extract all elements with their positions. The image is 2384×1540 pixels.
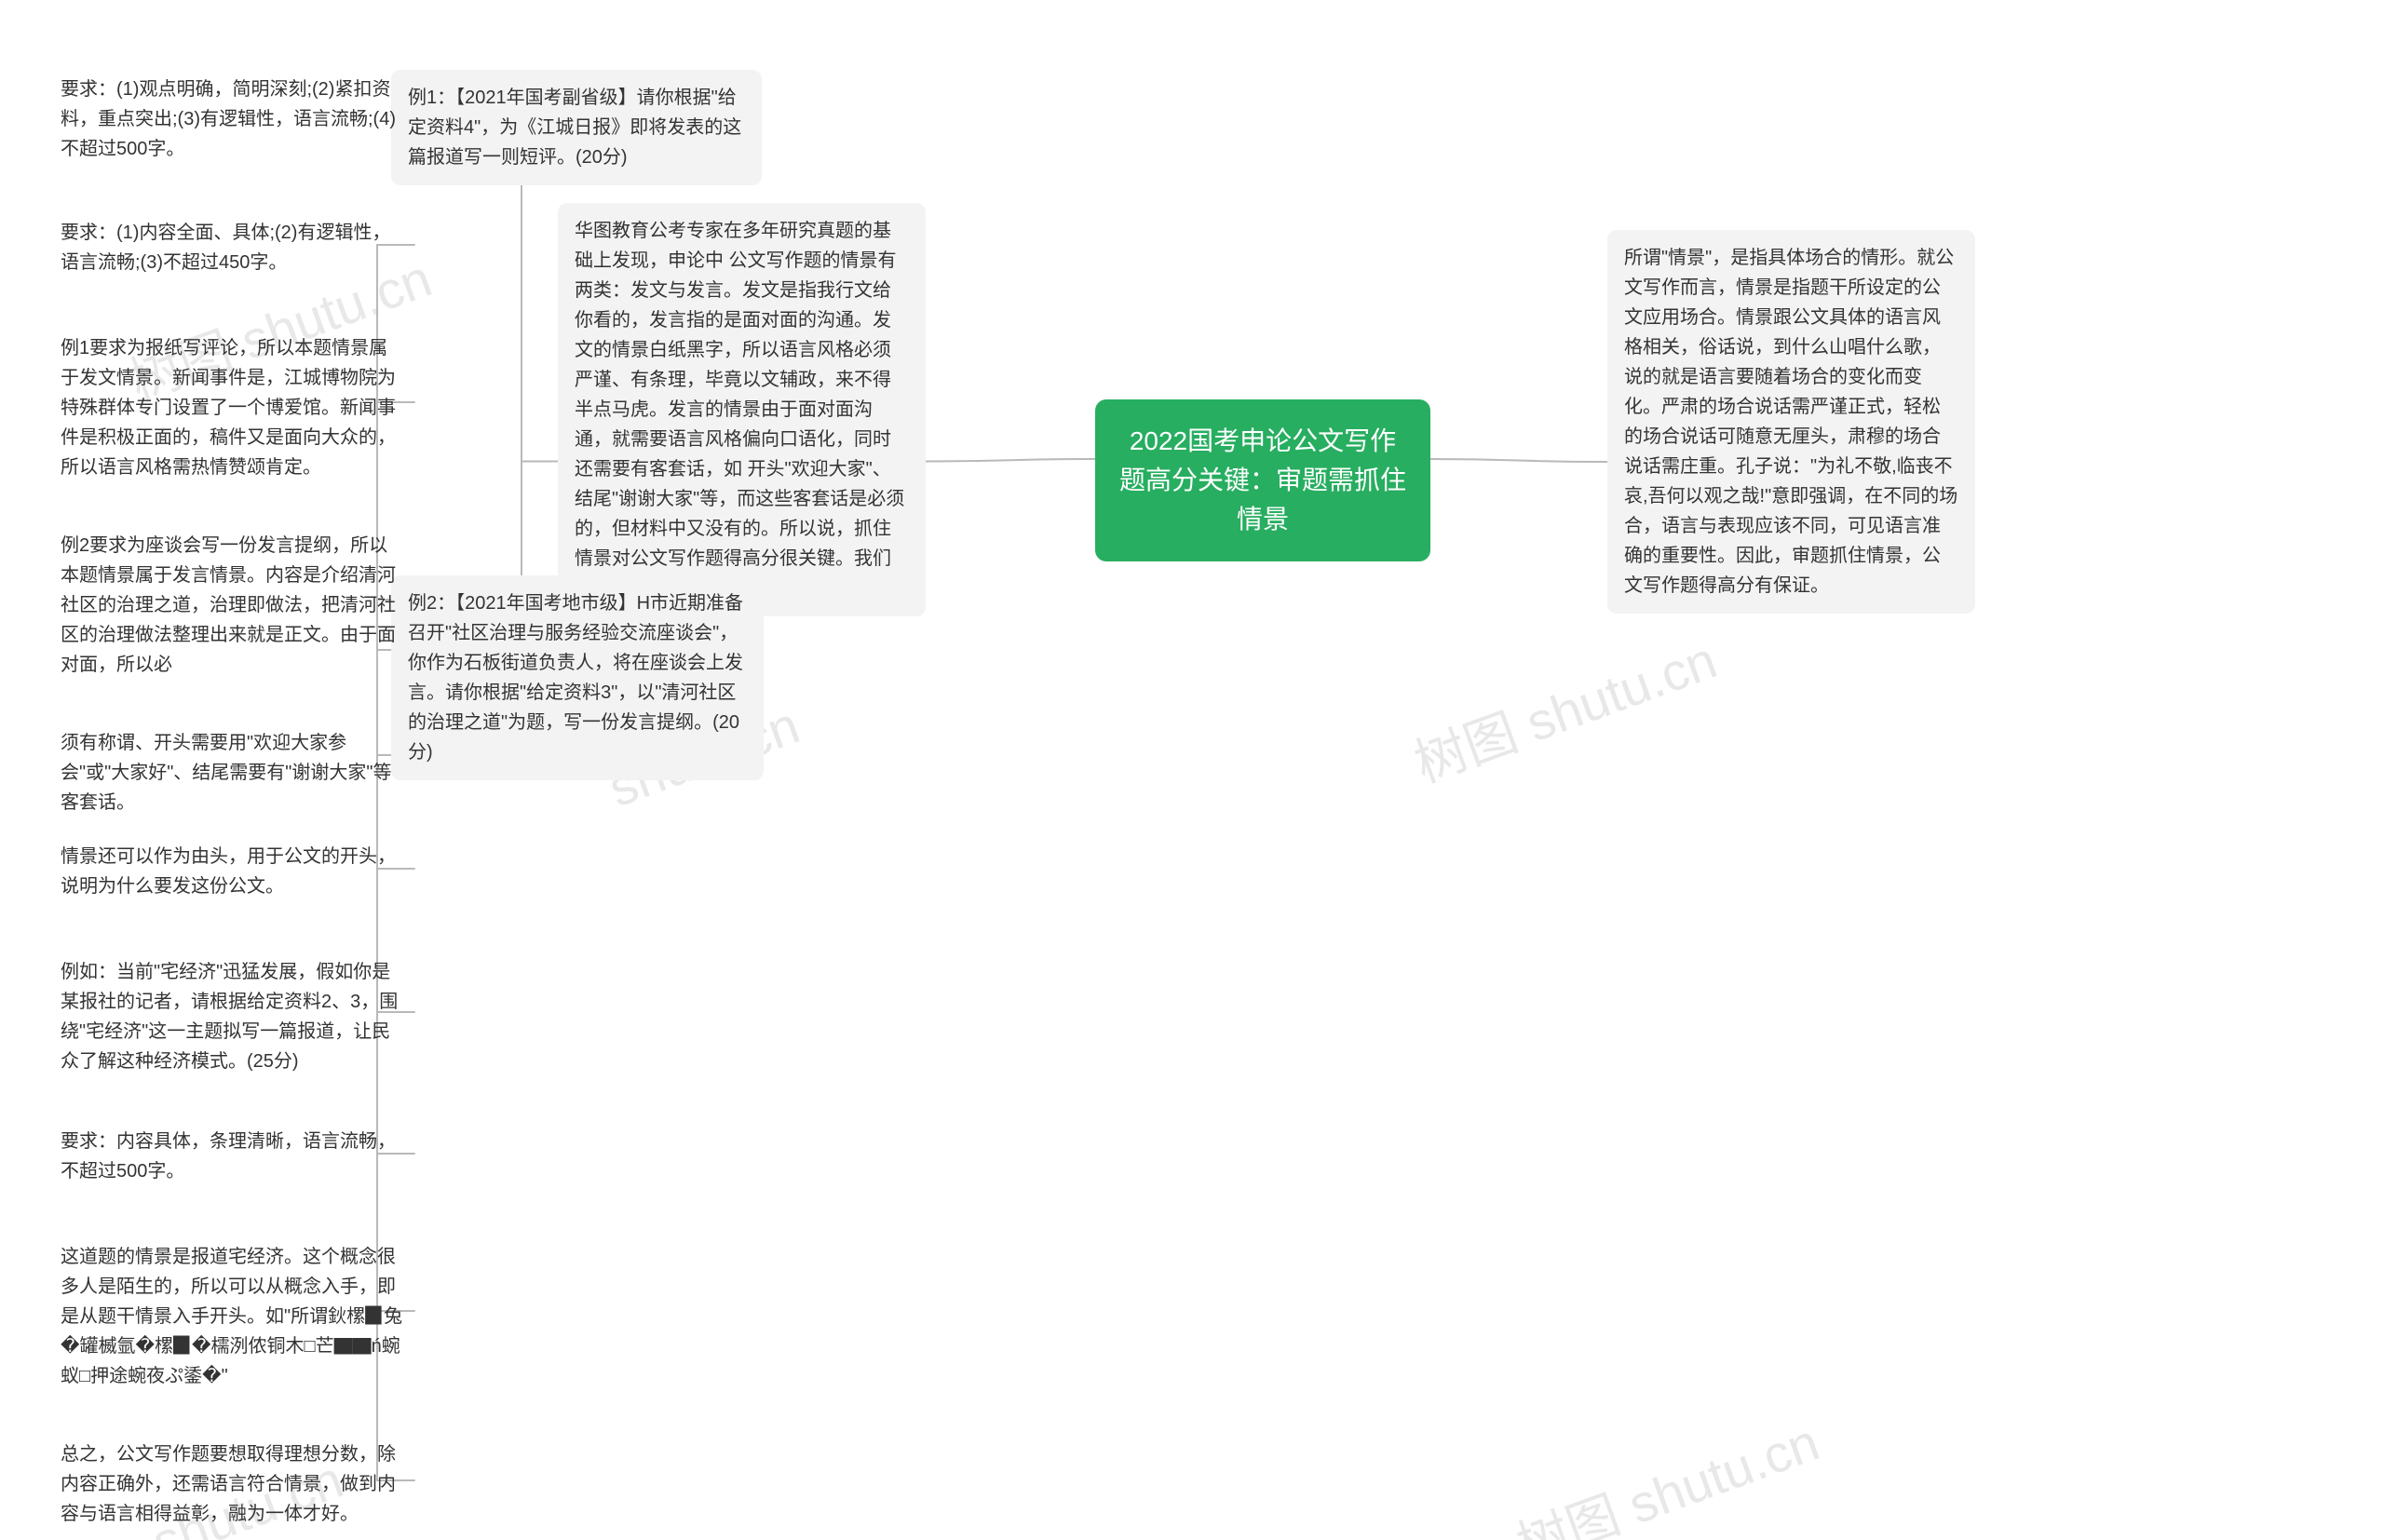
left-intro-node: 华图教育公考专家在多年研究真题的基础上发现，申论中 公文写作题的情景有两类：发文… <box>558 203 926 616</box>
leaf-node: 例2要求为座谈会写一份发言提纲，所以本题情景属于发言情景。内容是介绍清河社区的治… <box>51 525 414 685</box>
watermark: 树图 shutu.cn <box>1505 1400 1828 1540</box>
right-description-node: 所谓"情景"，是指具体场合的情形。就公文写作而言，情景是指题干所设定的公文应用场… <box>1607 230 1975 614</box>
leaf-node: 例如：当前"宅经济"迅猛发展，假如你是某报社的记者，请根据给定资料2、3，围绕"… <box>51 952 414 1082</box>
leaf-node: 例1要求为报纸写评论，所以本题情景属于发文情景。新闻事件是，江城博物院为特殊群体… <box>51 328 414 488</box>
leaf-node: 要求：(1)观点明确，简明深刻;(2)紧扣资料，重点突出;(3)有逻辑性，语言流… <box>51 69 414 169</box>
example2-node: 例2：【2021年国考地市级】H市近期准备召开"社区治理与服务经验交流座谈会"，… <box>391 575 764 780</box>
leaf-node: 总之，公文写作题要想取得理想分数，除内容正确外，还需语言符合情景，做到内容与语言… <box>51 1434 414 1534</box>
example1-node: 例1：【2021年国考副省级】请你根据"给定资料4"，为《江城日报》即将发表的这… <box>391 70 762 185</box>
center-node: 2022国考申论公文写作题高分关键：审题需抓住情景 <box>1095 399 1430 561</box>
leaf-node: 要求：内容具体，条理清晰，语言流畅，不超过500字。 <box>51 1121 414 1192</box>
leaf-node: 这道题的情景是报道宅经济。这个概念很多人是陌生的，所以可以从概念入手，即是从题干… <box>51 1236 414 1397</box>
watermark: 树图 shutu.cn <box>1402 618 1726 797</box>
leaf-node: 要求：(1)内容全面、具体;(2)有逻辑性，语言流畅;(3)不超过450字。 <box>51 212 414 283</box>
leaf-node: 情景还可以作为由头，用于公文的开头，说明为什么要发这份公文。 <box>51 836 414 907</box>
leaf-node: 须有称谓、开头需要用"欢迎大家参会"或"大家好"、结尾需要有"谢谢大家"等客套话… <box>51 723 414 823</box>
